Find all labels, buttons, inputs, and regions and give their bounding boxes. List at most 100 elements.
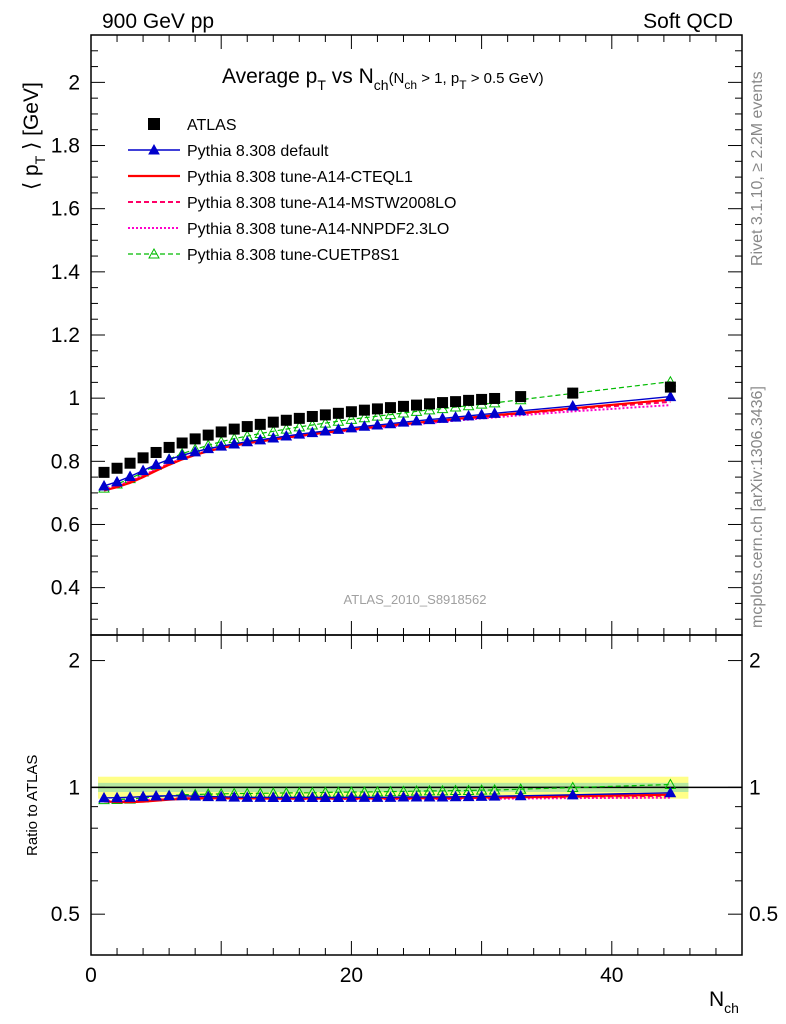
mcplots-label: mcplots.cern.ch [arXiv:1306.3436] [749,386,766,628]
series-line-default-marker [462,409,475,421]
series-line-default-marker [150,458,162,469]
atlas-point [176,437,188,449]
series-line-default-marker [449,411,462,422]
series-line-default-marker [267,431,280,443]
series-line-default-marker [345,421,358,433]
legend-label: Pythia 8.308 tune-A14-CTEQL1 [187,169,413,186]
ratio-plot-frame [90,634,743,956]
ratio-line-default [103,792,671,799]
main-y-tick-label: 1.8 [51,135,80,158]
main-series [98,375,677,493]
atlas-point [137,452,149,464]
atlas-point [397,400,409,412]
atlas-point [280,414,292,426]
atlas-point [358,404,370,416]
series-line-default-marker [189,445,202,457]
ratio-line-default-marker [664,786,677,798]
legend-label: Pythia 8.308 tune-A14-NNPDF2.3LO [187,221,449,238]
ratio-line-default-marker [423,790,436,802]
series-line-default [103,395,671,487]
ratio-series [98,778,677,805]
ratio-line-default-marker [384,791,397,802]
ratio-line-default-marker [98,791,110,803]
atlas-point [267,416,279,428]
ratio-line-default-marker [202,790,215,802]
ratio-line-default-marker [215,790,228,802]
ratio-line-default-marker [488,790,501,801]
atlas-point [437,397,449,409]
ratio-y-axis-label: Ratio to ATLAS [24,755,41,856]
series-line-default-marker [293,428,306,439]
ratio-line-default-marker [150,789,162,801]
atlas-point [189,433,201,445]
atlas-point [371,403,383,415]
atlas-point [254,418,266,430]
series-line-default-marker [254,433,267,445]
ratio-line-default-marker [111,791,123,803]
ratio-line-default-marker [358,791,371,802]
ratio-line-default-marker [176,789,188,801]
header-left: 900 GeV pp [102,10,214,33]
ratio-line-default-marker [137,790,149,802]
atlas-point [98,466,110,478]
series-line-default-marker [124,470,136,481]
x-tick-label: 40 [600,964,623,987]
legend: ATLAS Pythia 8.308 default Pythia 8.308 tu… [128,117,456,264]
plot-title: Average pT vs Nch(Nch > 1, pT > 0.5 GeV) [222,65,544,93]
atlas-point [150,446,162,458]
series-line-default-marker [163,453,175,464]
ratio-line-default-marker [345,791,358,802]
ratio-y-tick-label: 1 [68,776,80,799]
ratio-line-default-marker [306,791,319,803]
main-y-tick-label: 0.8 [51,450,80,473]
atlas-point [345,406,357,418]
ratio-line-default-marker [124,791,136,802]
atlas-point [163,441,175,453]
series-line-default-marker [410,414,423,426]
series-line-default-marker [566,400,579,411]
series-line-default-marker [358,420,371,431]
ratio-line-default-marker [228,791,241,802]
ratio-line-default-marker [475,790,488,801]
atlas-point [332,407,344,419]
series-line-default-marker [384,417,397,429]
atlas-point [424,398,436,410]
ratio-line-default-marker [449,790,462,802]
atlas-point [202,429,214,441]
atlas-point [293,412,305,424]
legend-marker-cuetp [148,247,160,259]
atlas-point [215,426,227,438]
main-y-tick-label: 0.6 [51,513,80,536]
series-line-default-marker [137,464,149,475]
atlas-point [228,423,240,435]
atlas-point [489,392,501,404]
series-line-default-marker [98,479,110,491]
ratio-line-default-marker [241,791,254,802]
atlas-point [111,462,123,474]
series-line-default-marker [664,390,677,402]
series-line-default-marker [280,430,293,441]
atlas-point [319,409,331,421]
series-line-default-marker [319,424,332,436]
main-y-axis-label: ⟨ pT ⟩ [GeV] [20,82,48,190]
ratio-y-tick-label-right: 0.5 [749,903,778,926]
legend-label: Pythia 8.308 tune-CUETP8S1 [187,247,400,264]
ratio-line-default-marker [371,791,384,802]
ratio-line-default-marker [436,790,449,802]
ratio-line-default-marker [280,791,293,803]
ratio-y-tick-label-right: 2 [749,650,761,673]
ratio-y-tick-label-right: 1 [749,776,761,799]
ratio-line-default-marker [319,791,332,803]
atlas-point [515,391,527,403]
header-right: Soft QCD [643,10,733,33]
ratio-y-tick-label: 2 [68,650,80,673]
series-line-default-marker [436,412,449,423]
ratio-line-default-marker [462,790,475,802]
series-line-default-marker [423,413,436,425]
series-line-default-marker [202,442,215,454]
main-y-tick-label: 0.4 [51,577,81,600]
series-line-default-marker [241,435,254,447]
legend-label: ATLAS [187,117,237,134]
x-tick-label: 0 [85,964,97,987]
